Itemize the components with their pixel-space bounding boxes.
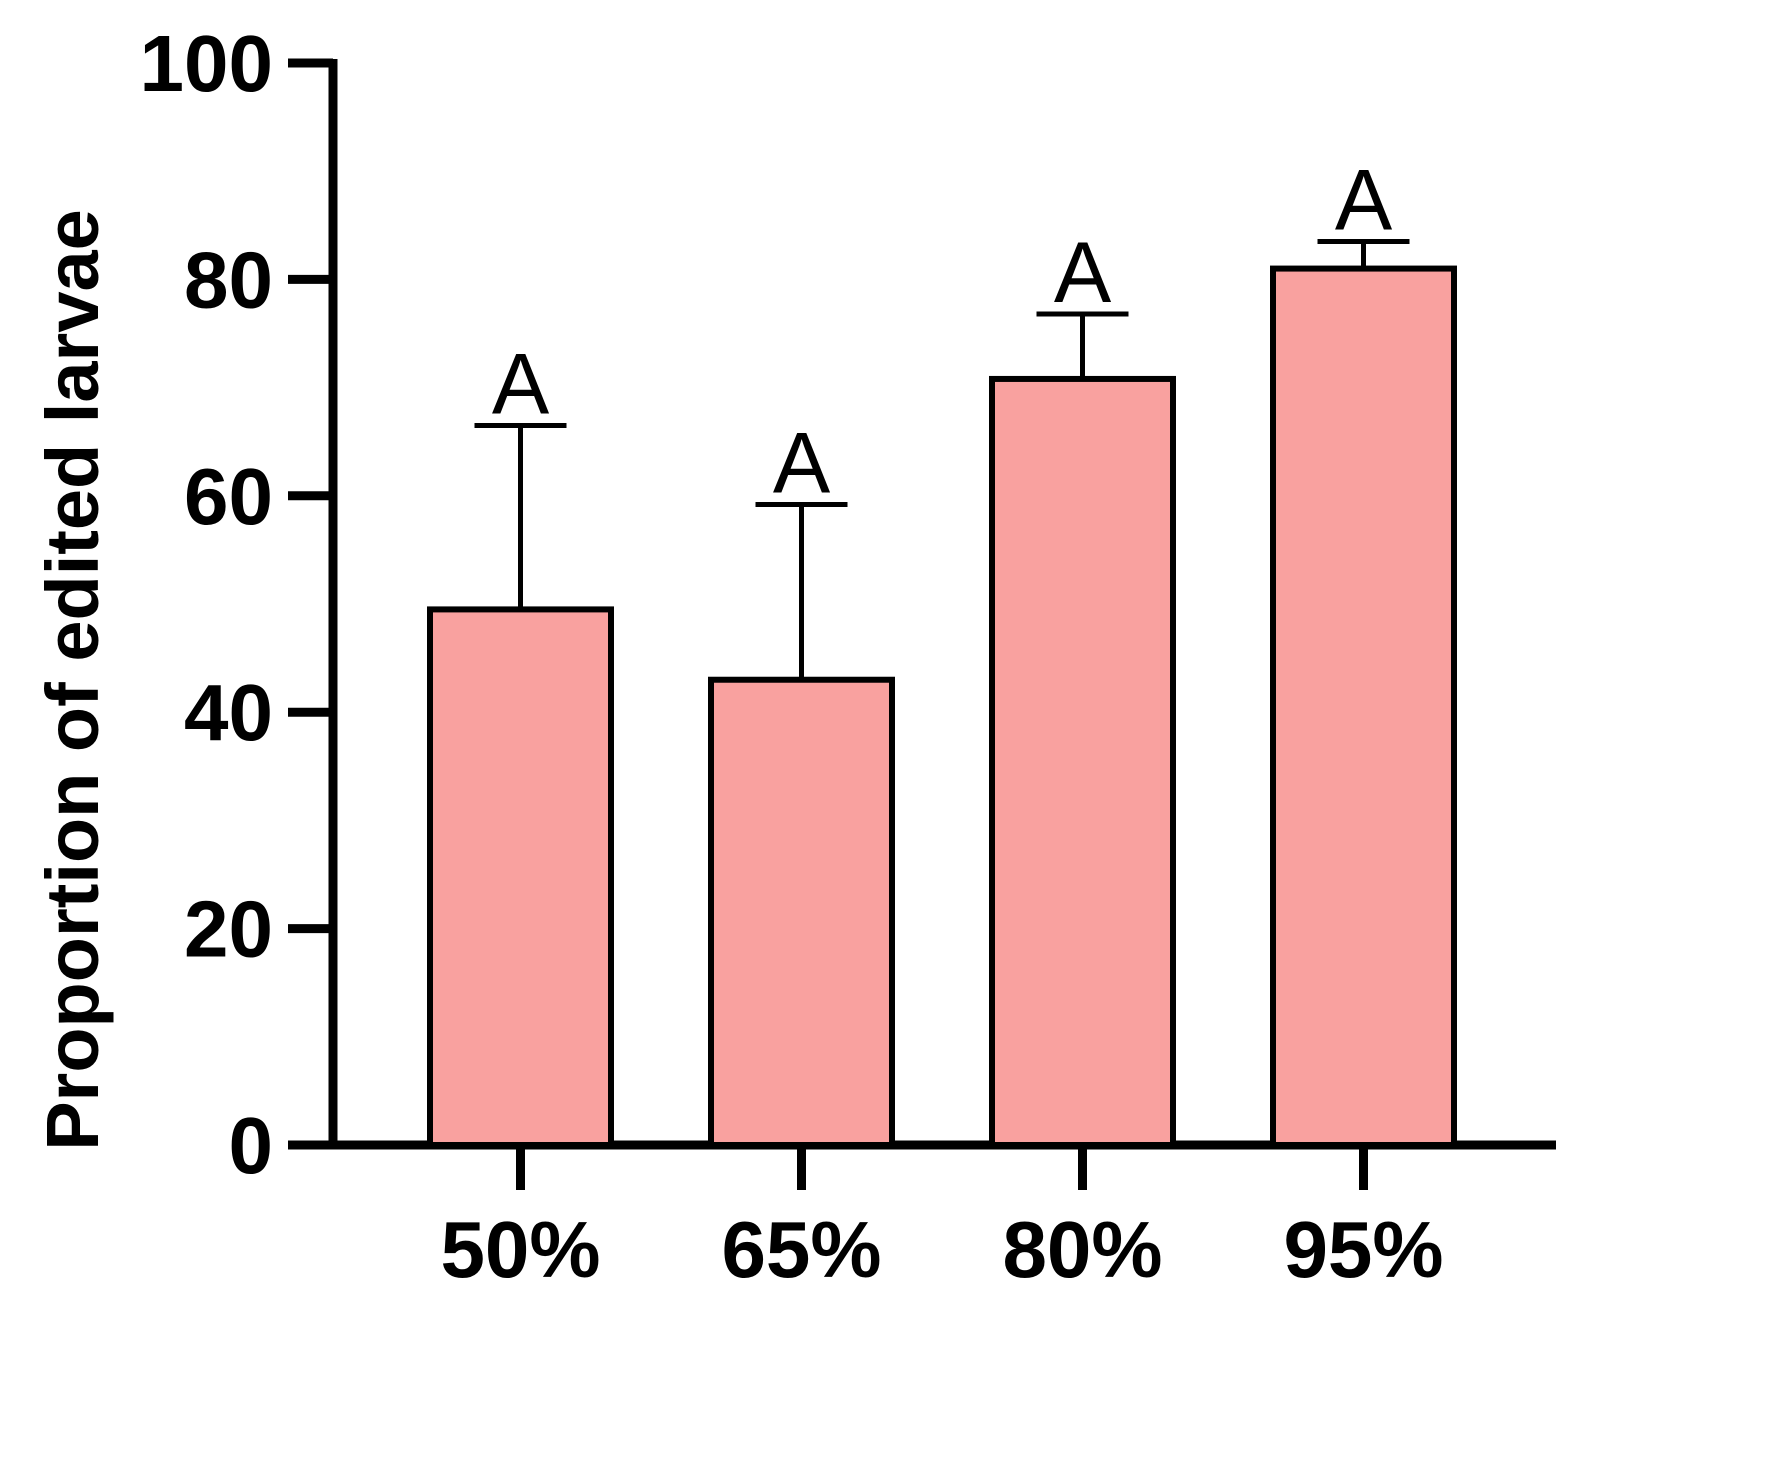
x-tick-label: 65%	[721, 1205, 881, 1294]
significance-letter: A	[773, 415, 831, 511]
bars	[427, 239, 1457, 1149]
y-tick-label: 40	[184, 668, 273, 757]
significance-letter: A	[1335, 153, 1393, 249]
y-tick-label: 80	[184, 235, 273, 324]
significance-letter: A	[492, 336, 550, 432]
x-tick-label: 50%	[440, 1205, 600, 1294]
bar	[1270, 265, 1457, 1148]
y-tick-label: 100	[140, 19, 273, 108]
y-tick-label: 60	[184, 452, 273, 541]
bar	[989, 375, 1176, 1149]
bar	[708, 676, 895, 1148]
y-tick-label: 0	[229, 1101, 274, 1190]
y-axis-label: Proportion of edited larvae	[31, 209, 114, 1151]
x-tick-label: 80%	[1002, 1205, 1162, 1294]
bar	[427, 606, 614, 1148]
significance-letter: A	[1054, 225, 1112, 321]
y-tick-label: 20	[184, 885, 273, 974]
labels: 0 20 40 60 80 100 A 50% A 65% A 80% A 95%	[140, 19, 1444, 1294]
x-tick-label: 95%	[1283, 1205, 1443, 1294]
